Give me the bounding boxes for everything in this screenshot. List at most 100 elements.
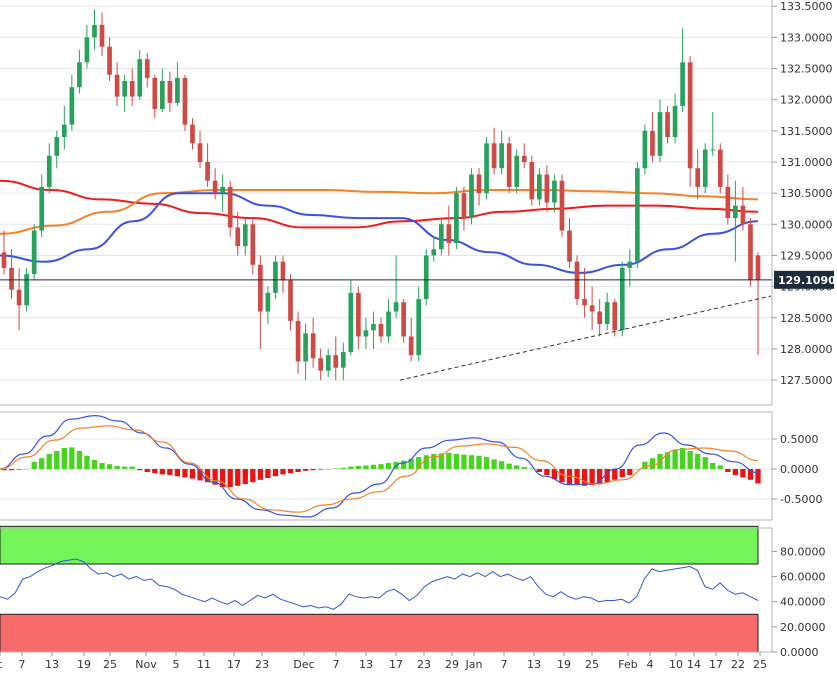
macd-signal-line bbox=[0, 425, 759, 513]
candle-body bbox=[521, 155, 527, 162]
macd-line bbox=[0, 414, 759, 518]
x-tick-label: 13 bbox=[359, 658, 373, 671]
candle-body bbox=[288, 280, 293, 321]
candle-body bbox=[92, 24, 97, 38]
macd-hist-bar bbox=[333, 468, 339, 469]
candle bbox=[160, 68, 165, 113]
candle-body bbox=[469, 174, 474, 219]
candle bbox=[740, 186, 746, 231]
x-tick-label: 17 bbox=[227, 658, 241, 671]
macd-hist-bar bbox=[491, 459, 497, 469]
macd-hist-bar bbox=[642, 461, 648, 469]
macd-hist-bar bbox=[204, 469, 211, 483]
candle-body bbox=[529, 162, 535, 200]
candle bbox=[114, 62, 120, 106]
macd-hist-bar bbox=[174, 469, 181, 477]
macd-hist-bar bbox=[612, 469, 618, 480]
candle-body bbox=[273, 261, 278, 293]
macd-hist-bar bbox=[302, 469, 309, 471]
candle bbox=[258, 255, 263, 349]
macd-hist-bar bbox=[99, 463, 105, 469]
candle-body bbox=[597, 311, 602, 324]
candle-body bbox=[416, 299, 422, 356]
macd-hist-bar bbox=[408, 458, 414, 469]
x-tick-label: 14 bbox=[687, 658, 701, 671]
candle-body bbox=[250, 224, 256, 265]
macd-hist-bar bbox=[235, 469, 241, 486]
macd-hist-bar bbox=[581, 469, 588, 486]
candle-body bbox=[514, 155, 520, 187]
macd-hist-bar bbox=[740, 469, 746, 478]
price-y-tick-label: 127.5000 bbox=[780, 374, 833, 387]
macd-hist-bar bbox=[370, 464, 377, 469]
x-tick-label: 29 bbox=[445, 658, 459, 671]
candle bbox=[16, 267, 22, 331]
candle-body bbox=[582, 299, 587, 306]
macd-hist-bar bbox=[91, 460, 98, 469]
candle bbox=[544, 165, 550, 212]
macd-hist-bar bbox=[54, 451, 60, 469]
macd-hist-bar bbox=[551, 469, 558, 480]
macd-hist-bar bbox=[144, 469, 150, 472]
candle bbox=[99, 12, 105, 57]
x-tick-label: 5 bbox=[173, 658, 180, 671]
candle-body bbox=[205, 162, 210, 181]
candle bbox=[39, 174, 45, 237]
candle-body bbox=[559, 180, 565, 231]
candle-body bbox=[657, 112, 663, 156]
candle-body bbox=[197, 143, 203, 162]
candle-body bbox=[61, 124, 67, 138]
candle bbox=[635, 162, 640, 268]
candle-body bbox=[627, 261, 633, 268]
candle bbox=[469, 168, 474, 225]
macd-hist-bar bbox=[23, 469, 30, 470]
candle bbox=[733, 180, 738, 262]
candle bbox=[710, 112, 716, 156]
macd-hist-bar bbox=[114, 466, 120, 469]
candle bbox=[695, 149, 701, 200]
macd-hist-bar bbox=[755, 469, 761, 484]
rsi-y-tick-label: 60.0000 bbox=[780, 571, 826, 584]
candle-body bbox=[537, 174, 542, 200]
candle-body bbox=[393, 302, 399, 312]
candle-body bbox=[491, 143, 497, 169]
candle bbox=[514, 149, 520, 194]
x-tick-label: Dec bbox=[293, 658, 314, 671]
candle-body bbox=[695, 168, 701, 187]
candle bbox=[182, 74, 188, 131]
macd-hist-bar bbox=[604, 469, 610, 483]
candle-body bbox=[122, 81, 127, 97]
candle bbox=[167, 71, 173, 113]
candle bbox=[461, 186, 467, 231]
price-y-tick-label: 130.0000 bbox=[780, 218, 833, 231]
macd-hist-bar bbox=[453, 454, 460, 469]
macd-hist-bar bbox=[69, 447, 75, 469]
trendline bbox=[399, 295, 772, 381]
candle bbox=[310, 317, 316, 368]
rsi-y-tick-label: 80.0000 bbox=[780, 545, 826, 558]
candle bbox=[702, 143, 708, 194]
candle bbox=[552, 174, 557, 212]
candle bbox=[401, 299, 406, 343]
candle bbox=[107, 37, 112, 81]
candle-body bbox=[107, 46, 112, 75]
macd-hist-bar bbox=[348, 466, 354, 469]
candle-body bbox=[642, 130, 648, 169]
macd-hist-bar bbox=[220, 469, 226, 487]
candle-body bbox=[31, 230, 37, 275]
macd-hist-bar bbox=[461, 454, 467, 469]
x-tick-label: 23 bbox=[255, 658, 269, 671]
x-tick-label: 17 bbox=[709, 658, 723, 671]
x-tick-label: 7 bbox=[19, 658, 26, 671]
candle bbox=[378, 317, 384, 343]
macd-hist-bar bbox=[679, 448, 686, 469]
macd-hist-bar bbox=[152, 469, 158, 474]
candle bbox=[197, 130, 203, 169]
x-tick-label: 7 bbox=[333, 658, 340, 671]
price-y-tick-label: 129.5000 bbox=[780, 249, 833, 262]
candle-body bbox=[371, 324, 376, 331]
candle bbox=[363, 317, 369, 349]
macd-hist-bar bbox=[363, 465, 369, 469]
candle bbox=[506, 137, 512, 194]
